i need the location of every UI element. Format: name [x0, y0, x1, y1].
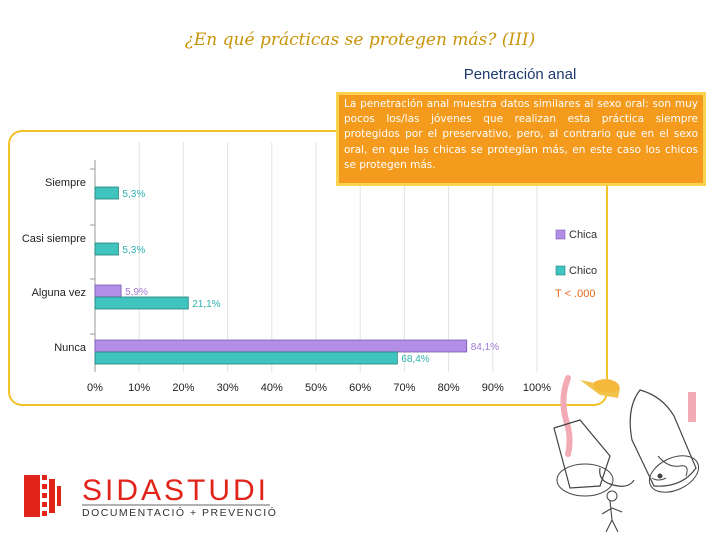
x-tick-label: 0% — [87, 382, 103, 394]
cartoon-illustration — [553, 375, 700, 533]
category-label: Alguna vez — [32, 287, 86, 299]
bar-chico — [94, 242, 119, 256]
bar-chico — [94, 296, 189, 310]
data-label: 5,3% — [122, 189, 145, 200]
data-label: 5,9% — [125, 287, 148, 298]
x-tick-label: 60% — [349, 382, 371, 394]
slide-title: ¿En qué prácticas se protegen más? (III) — [184, 30, 536, 50]
x-tick-label: 20% — [172, 382, 194, 394]
category-label: Nunca — [54, 342, 87, 354]
x-tick-label: 80% — [438, 382, 460, 394]
callout-note: La penetración anal muestra datos simila… — [336, 92, 706, 186]
x-tick-label: 90% — [482, 382, 504, 394]
data-label: 68,4% — [401, 354, 429, 365]
bar-chico — [94, 186, 119, 200]
category-label: Casi siempre — [22, 233, 86, 245]
legend: Chica Chico — [555, 229, 598, 277]
bar-chico — [94, 351, 398, 365]
chart-text: 0% 10% 20% 30% 40% 50% 60% 70% 80% 90% 100% Siempre… — [22, 177, 551, 394]
chart-title: Penetración anal — [463, 66, 577, 83]
legend-label-chico: Chico — [569, 265, 597, 277]
x-tick-label: 50% — [305, 382, 327, 394]
data-label: 84,1% — [471, 342, 499, 353]
x-tick-label: 10% — [128, 382, 150, 394]
bars — [94, 186, 468, 365]
data-label: 21,1% — [192, 299, 220, 310]
category-label: Siempre — [45, 177, 86, 189]
x-tick-label: 70% — [393, 382, 415, 394]
logo-wordmark: SIDASTUDI — [82, 474, 269, 507]
sidastudi-logo: SIDASTUDI DOCUMENTACIÓ + PREVENCIÓ — [24, 474, 277, 519]
logo-mark-icon — [24, 475, 61, 517]
bar-chica — [94, 339, 468, 353]
legend-swatch-chico — [555, 265, 566, 276]
chart-frame — [8, 130, 608, 406]
significance-annotation: T < .000 — [555, 288, 595, 300]
legend-swatch-chica — [555, 229, 566, 240]
logo-tagline: DOCUMENTACIÓ + PREVENCIÓ — [82, 506, 277, 519]
x-tick-label: 100% — [523, 382, 551, 394]
x-tick-label: 30% — [217, 382, 239, 394]
legend-label-chica: Chica — [569, 229, 598, 241]
x-tick-label: 40% — [261, 382, 283, 394]
bar-chica — [94, 284, 122, 298]
data-label: 5,3% — [122, 245, 145, 256]
